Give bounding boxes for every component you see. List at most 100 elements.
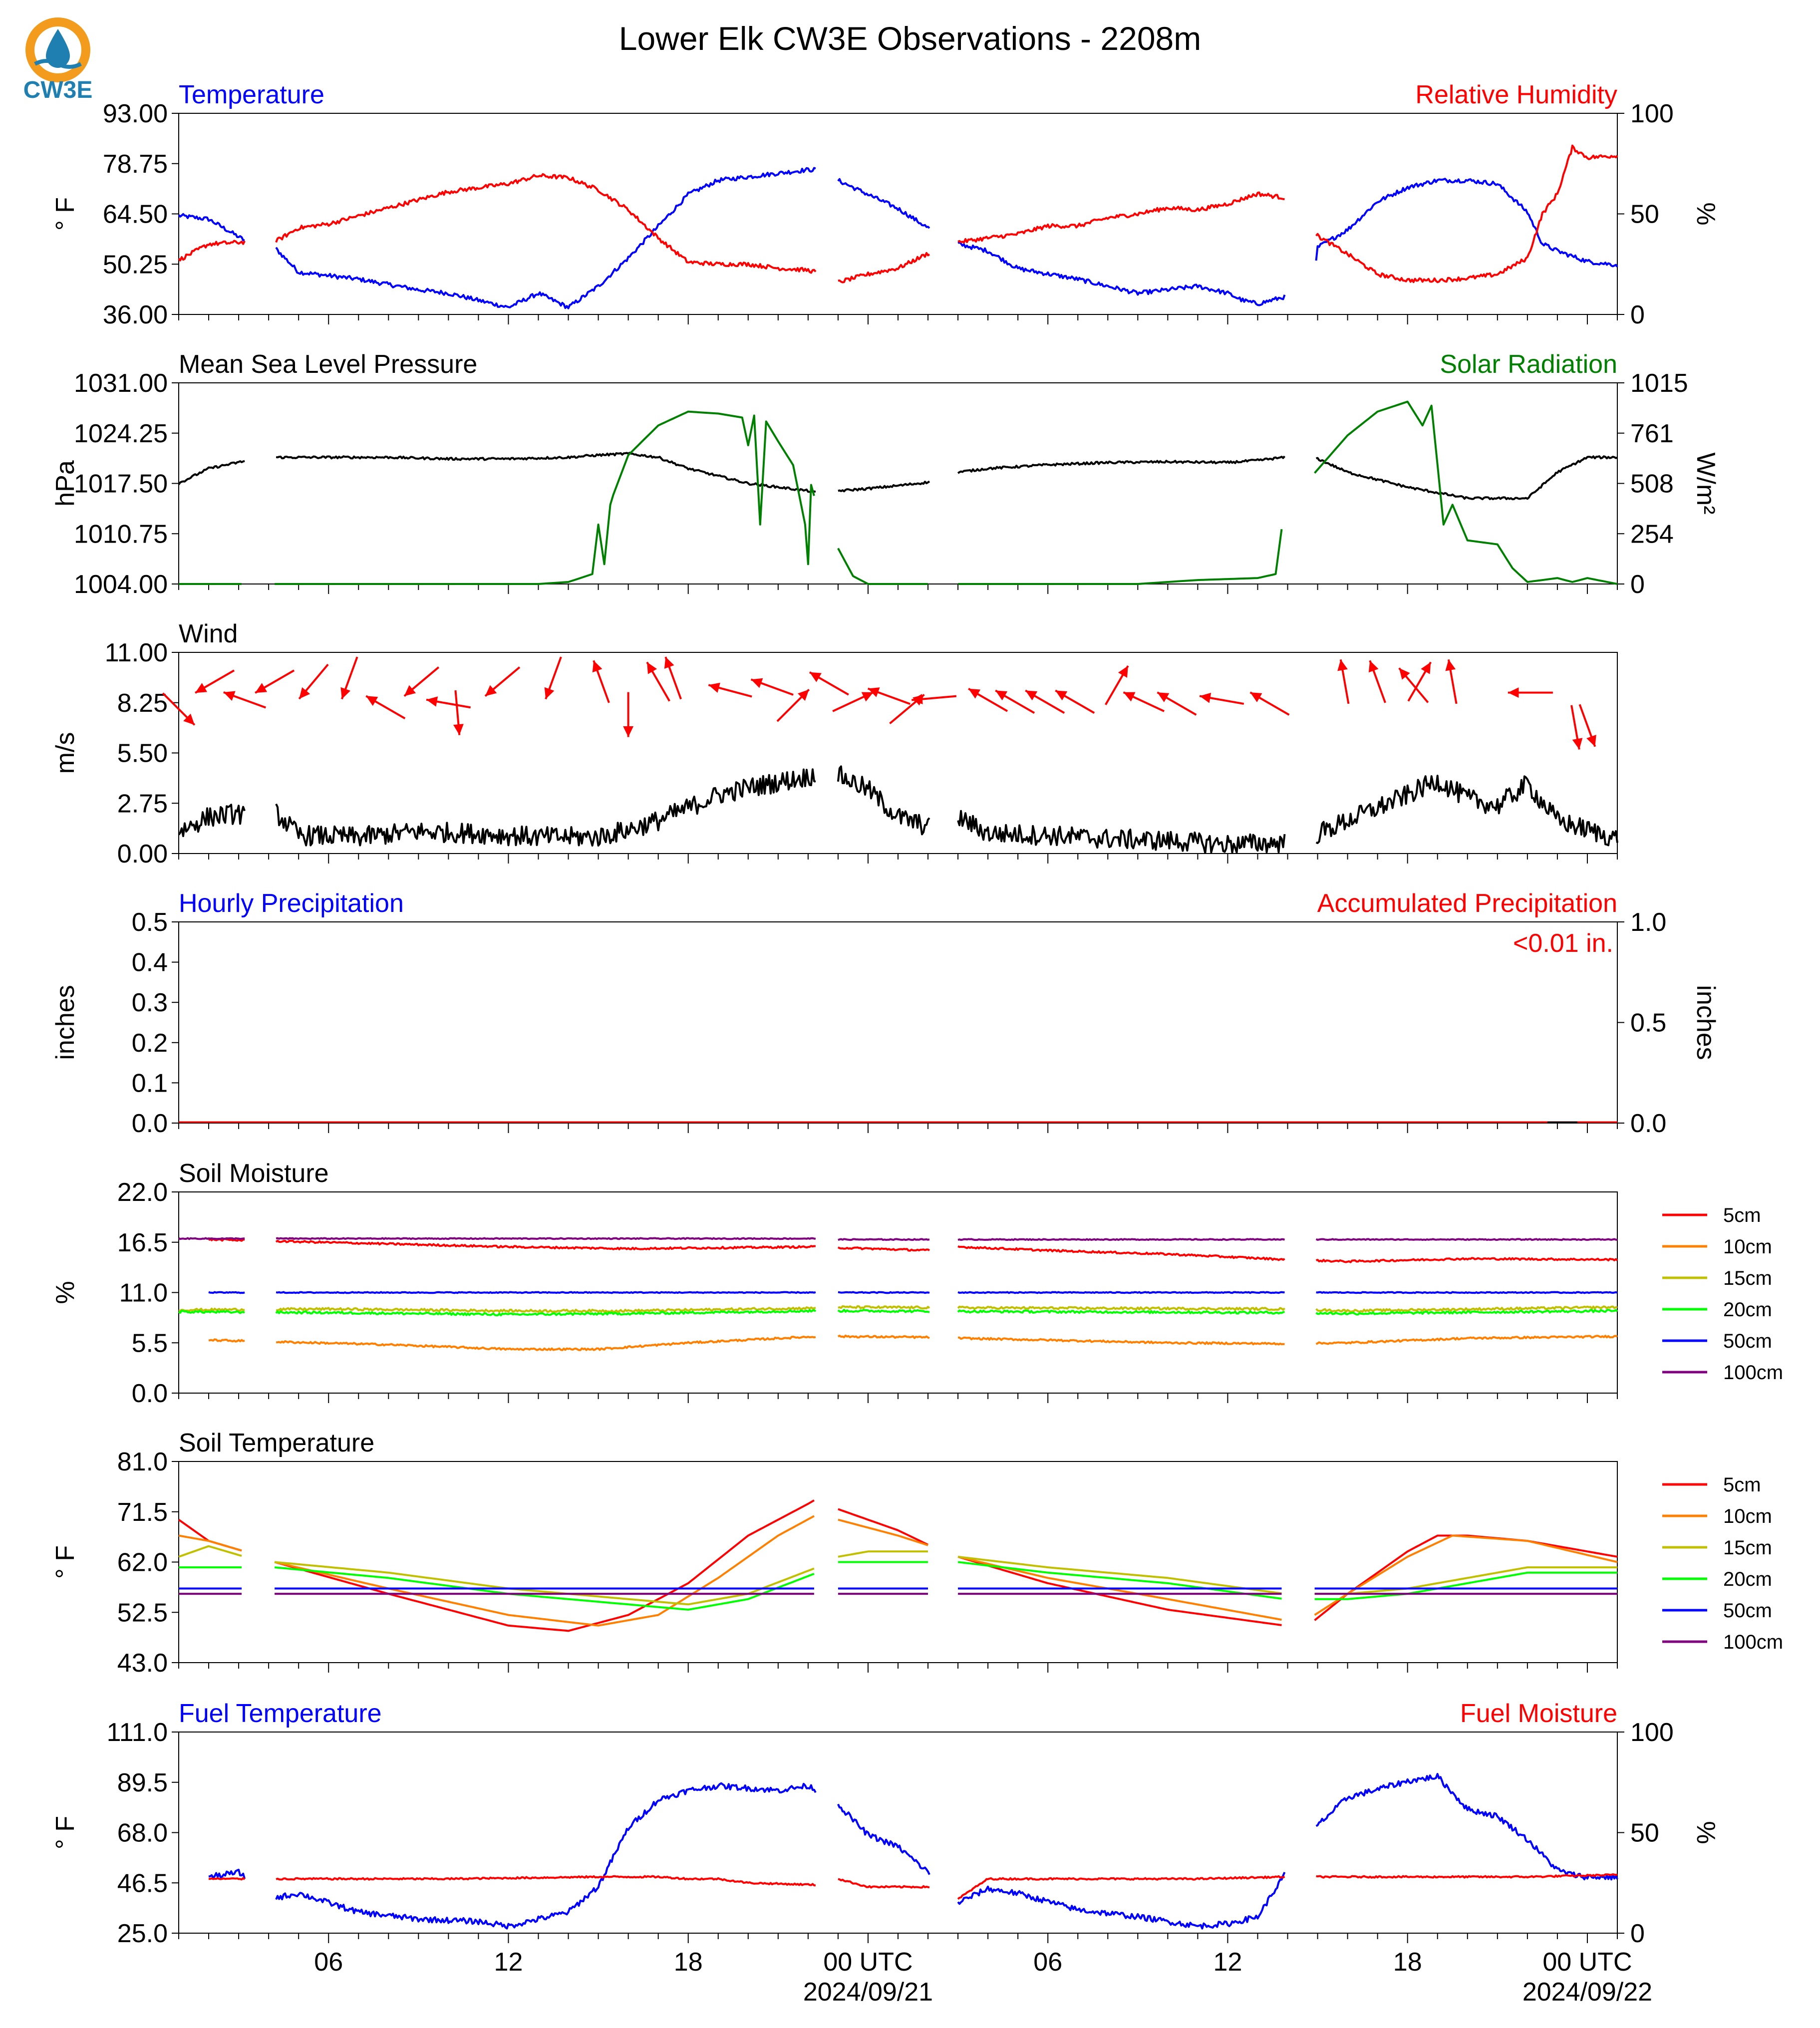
y-tick-label-left: 1017.50 [74, 470, 168, 499]
hourly-precip-bar [1547, 1121, 1577, 1123]
logo-drop-icon [46, 29, 70, 68]
legend-label: 100cm [1723, 1631, 1783, 1653]
wind-arrow [1368, 660, 1386, 703]
y-axis-label-left: % [51, 1281, 80, 1304]
wind-arrow-head [453, 724, 464, 735]
wind-arrow [995, 689, 1035, 714]
y-tick-label-left: 0.5 [132, 908, 168, 937]
series-line-soil_moisture-5 [178, 1237, 1618, 1241]
wind-arrow-head [255, 683, 268, 693]
precip-annotation: <0.01 in. [1513, 929, 1613, 958]
y-tick-label-left: 52.5 [117, 1598, 168, 1627]
wind-arrow-head [366, 696, 378, 706]
wind-arrow-head [1421, 662, 1431, 674]
y-tick-label-right: 100 [1630, 1718, 1674, 1747]
wind-arrow-head [1118, 665, 1128, 678]
y-tick-label-left: 25.0 [117, 1919, 168, 1948]
wind-arrow-head [485, 685, 497, 696]
wind-arrow [403, 666, 440, 697]
legend-label: 5cm [1723, 1204, 1761, 1226]
wind-arrow-head [861, 692, 874, 702]
cw3e-logo: CW3E [23, 17, 92, 103]
panel-title-left: Fuel Temperature [179, 1699, 382, 1728]
series-line-soil_moisture-1 [208, 1334, 1618, 1351]
wind-arrow-head [1508, 687, 1519, 698]
x-tick-label: 12 [494, 1948, 523, 1977]
y-axis-label-left: inches [51, 985, 80, 1060]
wind-arrow [664, 656, 682, 700]
series-line-temperature-1 [178, 144, 1618, 284]
panel-frame [178, 921, 1618, 1124]
y-tick-label-right: 0 [1630, 300, 1645, 329]
panel-precipitation: Hourly Precipitation Accumulated Precipit… [51, 889, 1720, 1138]
y-tick-label-left: 68.0 [117, 1819, 168, 1848]
legend-label: 50cm [1723, 1330, 1772, 1352]
figure-title: Lower Elk CW3E Observations - 2208m [619, 20, 1201, 57]
y-tick-label-left: 5.50 [117, 739, 168, 768]
wind-arrow-head [1055, 690, 1068, 701]
wind-arrow-head [647, 662, 657, 674]
wind-arrow-head [1572, 738, 1583, 750]
wind-arrow-head [809, 672, 822, 682]
wind-arrow [255, 669, 295, 694]
series-line-soil_temperature-2 [178, 1545, 1617, 1606]
wind-arrow-head [911, 694, 923, 705]
series-line-soil_moisture-0 [208, 1238, 1618, 1263]
y-tick-label-left: 1031.00 [74, 369, 168, 398]
y-axis-label-right: % [1691, 202, 1720, 225]
y-tick-label-left: 71.5 [117, 1498, 168, 1527]
series-line-soil_moisture-4 [208, 1291, 1618, 1294]
series-line-soil_temperature-0 [178, 1499, 1618, 1632]
panel-title-right: Fuel Moisture [1460, 1699, 1617, 1728]
wind-arrow-head [968, 688, 981, 699]
wind-arrow [1337, 659, 1350, 704]
wind-arrow [1398, 667, 1429, 703]
legend-label: 20cm [1723, 1568, 1772, 1590]
wind-arrow-head [1025, 690, 1038, 701]
logo-ring-icon [25, 17, 90, 82]
wind-arrow-head [1368, 660, 1379, 673]
wind-arrow-head [1399, 668, 1410, 680]
x-tick-label: 12 [1213, 1948, 1242, 1977]
wind-arrow [1123, 691, 1165, 712]
wind-arrow-head [1123, 692, 1136, 702]
wind-arrow [544, 656, 562, 700]
series-line-fuel-1 [208, 1873, 1618, 1900]
panel-title-left: Wind [179, 619, 238, 648]
y-tick-label-left: 93.00 [103, 99, 168, 128]
series-line-soil_moisture-2 [178, 1305, 1618, 1313]
wind-arrow [968, 688, 1008, 712]
legend-label: 15cm [1723, 1267, 1772, 1289]
wind-arrow [365, 695, 406, 720]
wind-arrow [1249, 691, 1290, 716]
wind-arrow-head [798, 689, 809, 701]
y-axis-label-right: % [1691, 1821, 1720, 1844]
y-tick-label-left: 43.0 [117, 1649, 168, 1678]
y-tick-label-left: 78.75 [103, 150, 168, 179]
y-tick-label-left: 0.0 [132, 1109, 168, 1138]
legend-label: 10cm [1723, 1236, 1772, 1258]
y-tick-label-right: 0 [1630, 570, 1645, 599]
y-axis-label-left: ° F [51, 1545, 80, 1579]
y-tick-label-left: 8.25 [117, 689, 168, 718]
legend-label: 10cm [1723, 1505, 1772, 1527]
x-tick-label: 00 UTC [823, 1948, 912, 1977]
y-tick-label-right: 1.0 [1630, 908, 1666, 937]
wind-arrow [708, 682, 752, 698]
y-tick-label-left: 16.5 [117, 1228, 168, 1257]
wind-arrow-head [195, 683, 208, 693]
wind-arrow [1157, 691, 1197, 716]
y-tick-label-left: 81.0 [117, 1448, 168, 1476]
wind-arrow-head [299, 687, 310, 699]
wind-arrow [776, 689, 810, 722]
x-tick-label: 18 [1393, 1948, 1422, 1977]
x-date-label: 2024/09/22 [1522, 1978, 1652, 2007]
wind-arrow [298, 663, 329, 700]
y-axis-label-right: W/m² [1691, 452, 1720, 514]
y-tick-label-right: 100 [1630, 99, 1674, 128]
panel-title-right: Solar Radiation [1440, 350, 1617, 379]
wind-arrow [484, 666, 521, 697]
wind-arrow [340, 656, 358, 700]
